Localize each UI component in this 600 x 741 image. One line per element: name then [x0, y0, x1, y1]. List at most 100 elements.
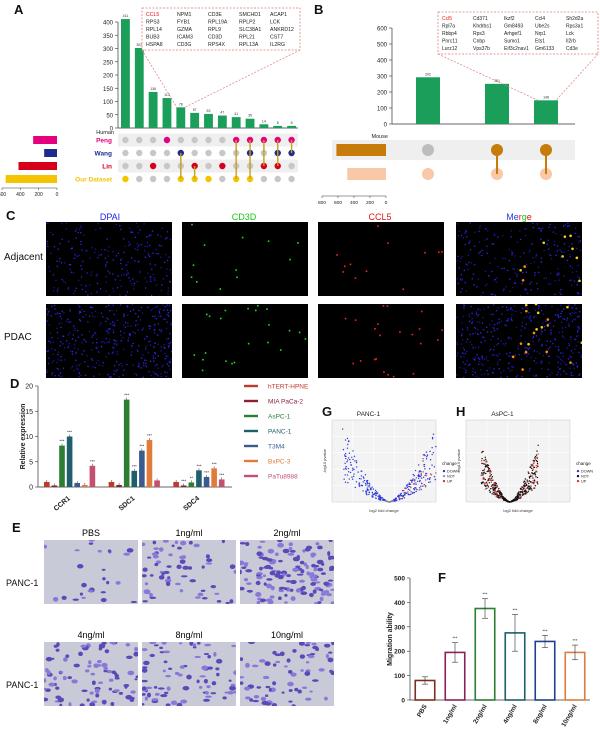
cell-dot	[565, 373, 568, 375]
volcano-point	[531, 488, 533, 491]
merge-word: Merge	[506, 212, 532, 222]
matrix-dot	[122, 149, 129, 157]
cell-dot	[472, 333, 474, 335]
cell-dot	[557, 309, 559, 311]
volcano-point	[516, 498, 518, 501]
cell-dot	[471, 317, 473, 320]
volcano-point	[529, 475, 532, 478]
volcano-point	[487, 479, 489, 482]
stained-cell	[231, 644, 236, 648]
cell-dot	[135, 320, 137, 322]
volcano-point	[347, 467, 350, 470]
cell-dot	[460, 343, 462, 345]
stained-cell	[187, 566, 193, 570]
cell-dot	[87, 321, 89, 323]
cell-dot	[71, 365, 74, 368]
set-axis-label: 400	[16, 192, 25, 198]
cell-dot	[548, 355, 550, 358]
cell-dot	[508, 362, 511, 364]
volcano-point	[397, 495, 400, 498]
stained-cell	[201, 597, 208, 600]
cell-dot	[516, 374, 518, 377]
volcano-point	[495, 492, 497, 494]
cell-dot	[486, 326, 488, 328]
volcano-point	[405, 487, 407, 490]
cell-dot	[153, 332, 156, 334]
cell-dot	[142, 376, 145, 378]
cell-dot	[535, 254, 538, 256]
panel-a-upset: 0501001502002503003504004113021361137857…	[0, 7, 301, 198]
volcano-point	[523, 480, 525, 483]
volcano-point	[427, 478, 429, 480]
volcano-point	[355, 460, 358, 462]
cell-dot	[154, 342, 156, 345]
bar-label: 113	[164, 93, 170, 97]
cell-dot	[62, 343, 64, 345]
cell-dot	[90, 293, 92, 295]
cell-dot	[497, 355, 499, 357]
cell-dot	[563, 251, 565, 253]
cell-dot	[578, 277, 581, 279]
cell-dot	[532, 375, 535, 377]
cell-dot	[63, 346, 66, 349]
cell-dot	[484, 284, 487, 287]
cell-dot	[494, 257, 496, 259]
panel-c-header-dpai: DPAI	[99, 212, 121, 222]
cell-dot	[117, 275, 119, 277]
cell-dot	[502, 234, 504, 237]
stained-cell	[81, 689, 88, 693]
cell-dot	[465, 230, 467, 232]
cell-dot	[64, 359, 66, 361]
cell-dot	[107, 318, 110, 321]
cell-dot	[503, 288, 505, 290]
cell-dot	[527, 348, 530, 350]
stained-cell	[171, 544, 175, 548]
volcano-point	[368, 489, 370, 491]
cell-dot	[469, 320, 471, 322]
stained-cell	[201, 565, 205, 569]
gene-name: LCK	[270, 20, 281, 26]
cell-dot	[104, 257, 107, 259]
stained-cell	[318, 588, 324, 591]
cell-dot	[467, 268, 469, 271]
volcano-point	[347, 481, 349, 484]
cell-dot	[100, 321, 102, 324]
stained-cell	[144, 582, 149, 586]
merge-dot	[561, 255, 564, 258]
cell-dot	[540, 228, 542, 230]
cell-dot	[102, 365, 104, 367]
cell-dot	[107, 374, 109, 376]
stained-cell	[278, 589, 284, 593]
stained-cell	[196, 679, 200, 684]
cell-dot	[80, 243, 82, 246]
volcano-point	[480, 451, 483, 454]
cell-dot	[169, 269, 171, 271]
cell-dot	[138, 365, 140, 367]
cell-dot	[576, 365, 578, 367]
volcano-point	[533, 479, 536, 481]
cell-dot	[113, 372, 115, 375]
cell-dot	[480, 341, 482, 344]
cell-dot	[520, 329, 522, 331]
cell-dot	[524, 288, 526, 290]
cell-dot	[538, 305, 540, 307]
volcano-point	[422, 457, 424, 460]
cell-dot	[554, 338, 556, 341]
cell-dot	[523, 252, 525, 254]
significance-mark: ***	[543, 628, 548, 633]
cell-dot	[576, 247, 578, 250]
cell-dot	[570, 372, 572, 374]
cell-dot	[523, 317, 526, 319]
cell-dot	[67, 334, 69, 336]
stained-cell	[265, 694, 269, 698]
cell-dot	[75, 237, 77, 239]
stained-cell	[57, 697, 64, 703]
volcano-point	[412, 478, 414, 480]
cell-dot	[478, 321, 481, 323]
cell-dot	[542, 322, 544, 324]
cell-dot	[507, 337, 510, 339]
cell-dot	[139, 271, 141, 273]
volcano-point	[484, 456, 486, 458]
stained-cell	[323, 643, 331, 648]
cell-dot	[514, 281, 516, 284]
